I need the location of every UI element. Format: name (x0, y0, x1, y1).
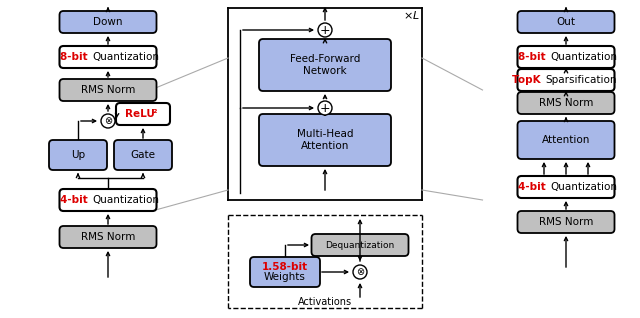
Text: RMS Norm: RMS Norm (81, 85, 135, 95)
FancyBboxPatch shape (60, 226, 157, 248)
FancyBboxPatch shape (60, 189, 157, 211)
FancyBboxPatch shape (259, 39, 391, 91)
Text: 4-bit: 4-bit (518, 182, 549, 192)
Text: ReLU: ReLU (125, 109, 155, 119)
Text: Up: Up (71, 150, 85, 160)
FancyBboxPatch shape (312, 234, 408, 256)
FancyBboxPatch shape (518, 211, 614, 233)
Text: 8-bit: 8-bit (518, 52, 549, 62)
Text: Quantization: Quantization (550, 182, 618, 192)
Text: ⊗: ⊗ (356, 267, 364, 277)
Circle shape (101, 114, 115, 128)
Text: RMS Norm: RMS Norm (539, 217, 593, 227)
Text: Quantization: Quantization (550, 52, 618, 62)
Text: RMS Norm: RMS Norm (539, 98, 593, 108)
FancyBboxPatch shape (259, 114, 391, 166)
FancyBboxPatch shape (60, 79, 157, 101)
Text: Sparsification: Sparsification (545, 75, 617, 85)
Text: Multi-Head
Attention: Multi-Head Attention (297, 129, 353, 151)
Text: Gate: Gate (131, 150, 156, 160)
Text: Weights: Weights (264, 272, 306, 282)
FancyBboxPatch shape (518, 69, 614, 91)
FancyBboxPatch shape (518, 121, 614, 159)
Text: TopK: TopK (512, 75, 544, 85)
FancyBboxPatch shape (60, 46, 157, 68)
Text: Attention: Attention (542, 135, 590, 145)
FancyBboxPatch shape (518, 176, 614, 198)
Text: Out: Out (557, 17, 575, 27)
Text: +: + (320, 24, 330, 37)
Text: 1.58-bit: 1.58-bit (262, 262, 308, 272)
Circle shape (318, 23, 332, 37)
Circle shape (318, 101, 332, 115)
FancyBboxPatch shape (49, 140, 107, 170)
Text: Quantization: Quantization (93, 195, 159, 205)
Text: ⊗: ⊗ (104, 116, 112, 126)
Text: $\times L$: $\times L$ (403, 9, 420, 21)
Text: Down: Down (93, 17, 123, 27)
Text: ²: ² (153, 109, 157, 119)
FancyBboxPatch shape (60, 11, 157, 33)
FancyBboxPatch shape (518, 11, 614, 33)
FancyBboxPatch shape (116, 103, 170, 125)
Text: 4-bit: 4-bit (60, 195, 91, 205)
FancyBboxPatch shape (518, 92, 614, 114)
FancyBboxPatch shape (250, 257, 320, 287)
Text: Quantization: Quantization (93, 52, 159, 62)
Text: Dequantization: Dequantization (325, 240, 395, 250)
Text: Feed-Forward
Network: Feed-Forward Network (290, 54, 360, 76)
Circle shape (353, 265, 367, 279)
FancyBboxPatch shape (518, 46, 614, 68)
Text: RMS Norm: RMS Norm (81, 232, 135, 242)
Text: +: + (320, 101, 330, 114)
Text: Activations: Activations (298, 297, 352, 307)
FancyBboxPatch shape (114, 140, 172, 170)
Text: 8-bit: 8-bit (60, 52, 91, 62)
